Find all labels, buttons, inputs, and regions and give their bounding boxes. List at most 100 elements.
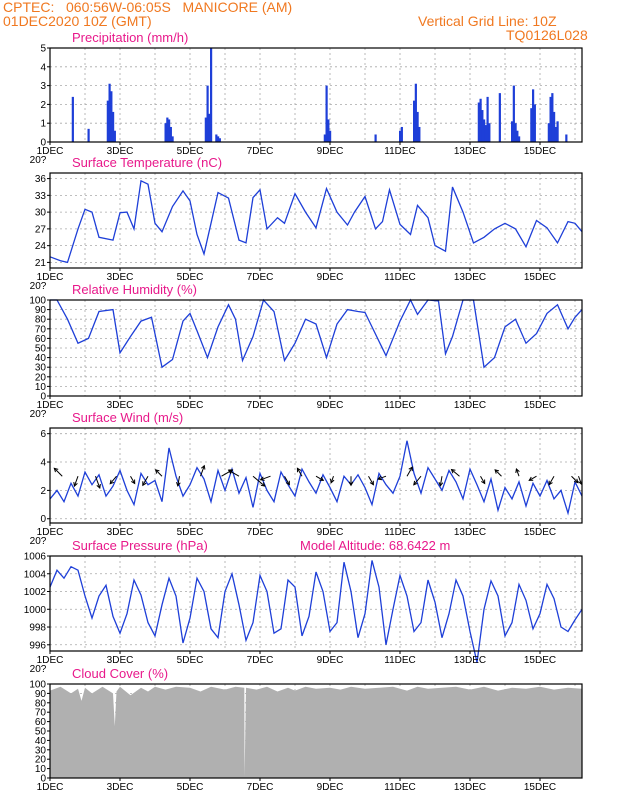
series-line — [49, 560, 583, 663]
x-tick-label: 3DEC — [107, 400, 134, 411]
wind-arrow-shaft — [480, 475, 486, 484]
x-year-fragment: 20? — [30, 155, 47, 166]
y-tick-label: 21 — [35, 258, 47, 269]
wind-arrow-head — [142, 481, 147, 487]
x-tick-label: 9DEC — [317, 782, 344, 793]
wind-arrow-head — [176, 481, 181, 487]
x-tick-label: 1DEC — [37, 655, 64, 666]
y-tick-label: 1004 — [24, 569, 47, 580]
wind-arrow-head — [377, 475, 383, 481]
panel-title: Precipitation (mm/h) — [72, 30, 188, 45]
x-tick-label: 1DEC — [37, 527, 64, 538]
precip-bar — [218, 138, 221, 142]
y-tick-label: 30 — [35, 208, 47, 219]
series-line — [49, 179, 583, 264]
precip-bar — [108, 83, 111, 142]
precip-bar — [512, 85, 515, 142]
precip-bar — [554, 126, 557, 142]
x-tick-label: 13DEC — [454, 527, 486, 538]
wind-arrow-shaft — [451, 469, 460, 477]
x-tick-label: 3DEC — [107, 527, 134, 538]
y-tick-label: 4 — [40, 458, 46, 469]
y-tick-label: 40 — [35, 353, 47, 364]
wind-arrow-shaft — [548, 475, 555, 485]
x-tick-label: 9DEC — [317, 527, 344, 538]
precip-bar — [217, 136, 220, 142]
precip-bar — [481, 110, 484, 142]
precip-bar — [483, 119, 486, 142]
wind-arrow-shaft — [377, 475, 387, 480]
y-tick-label: 100 — [29, 296, 46, 307]
wind-arrow-head — [227, 469, 233, 474]
y-tick-label: 1006 — [24, 552, 47, 563]
x-tick-label: 7DEC — [247, 782, 274, 793]
x-tick-label: 3DEC — [107, 272, 134, 283]
panel-frame — [49, 555, 583, 652]
x-tick-label: 15DEC — [524, 146, 556, 157]
wind-arrow-head — [450, 468, 456, 474]
panel-title: Surface Wind (m/s) — [72, 410, 183, 425]
precip-bar — [484, 125, 487, 142]
y-tick-label: 4 — [40, 62, 46, 73]
wind-arrow-head — [109, 479, 115, 485]
x-tick-label: 15DEC — [524, 272, 556, 283]
y-tick-label: 0 — [40, 392, 46, 403]
panel-title: Cloud Cover (%) — [72, 666, 168, 681]
x-tick-label: 7DEC — [247, 146, 274, 157]
x-tick-label: 13DEC — [454, 655, 486, 666]
wind-arrow-shaft — [284, 475, 290, 485]
x-tick-label: 5DEC — [177, 400, 204, 411]
header-date-line: 01DEC2020 10Z (GMT) — [3, 13, 152, 29]
x-tick-label: 11DEC — [384, 782, 416, 793]
precip-bar — [329, 130, 332, 142]
y-tick-label: 0 — [40, 774, 46, 785]
wind-arrow-head — [515, 468, 520, 473]
precip-bar — [556, 121, 559, 142]
precip-bar — [565, 134, 568, 142]
y-tick-label: 100 — [29, 680, 46, 691]
x-tick-label: 15DEC — [524, 782, 556, 793]
x-tick-label: 11DEC — [384, 400, 416, 411]
y-tick-label: 1000 — [24, 605, 47, 616]
y-tick-label: 0 — [40, 138, 46, 149]
precip-bar — [171, 136, 174, 142]
precip-bar — [323, 134, 326, 142]
precip-bar — [399, 130, 402, 142]
y-tick-label: 50 — [35, 727, 47, 738]
wind-arrow-shaft — [142, 475, 149, 486]
precip-bar — [533, 104, 536, 142]
series-line — [50, 298, 583, 369]
series-line — [49, 440, 583, 516]
y-tick-label: 70 — [35, 708, 47, 719]
precip-bar — [204, 117, 207, 142]
wind-arrow-head — [131, 479, 136, 485]
y-tick-label: 27 — [35, 224, 47, 235]
precip-bar — [553, 111, 556, 142]
precip-bar — [479, 98, 482, 142]
wind-arrow-head — [578, 480, 583, 486]
precip-bar — [106, 100, 109, 142]
y-tick-label: 36 — [35, 174, 47, 185]
wind-arrow-head — [319, 476, 325, 481]
wind-arrow-shaft — [330, 476, 334, 483]
panel-frame — [49, 427, 583, 524]
wind-arrow-shaft — [130, 475, 136, 484]
wind-arrow-shaft — [528, 475, 537, 481]
precip-bar — [511, 121, 514, 142]
precip-bar — [208, 113, 211, 142]
x-tick-label: 11DEC — [384, 527, 416, 538]
y-tick-label: 50 — [35, 344, 47, 355]
y-tick-label: 20 — [35, 372, 47, 383]
precip-bar — [327, 119, 330, 142]
wind-arrow-head — [200, 464, 206, 470]
precip-bar — [325, 85, 328, 142]
y-tick-label: 2 — [40, 100, 46, 111]
precip-bar — [498, 93, 501, 142]
wind-arrow-shaft — [200, 465, 205, 477]
wind-arrow-head — [413, 480, 418, 486]
precip-bar — [113, 130, 116, 142]
x-year-fragment: 20? — [30, 664, 47, 675]
y-tick-label: 996 — [29, 640, 46, 651]
y-tick-label: 90 — [35, 305, 47, 316]
x-year-fragment: 20? — [30, 409, 47, 420]
